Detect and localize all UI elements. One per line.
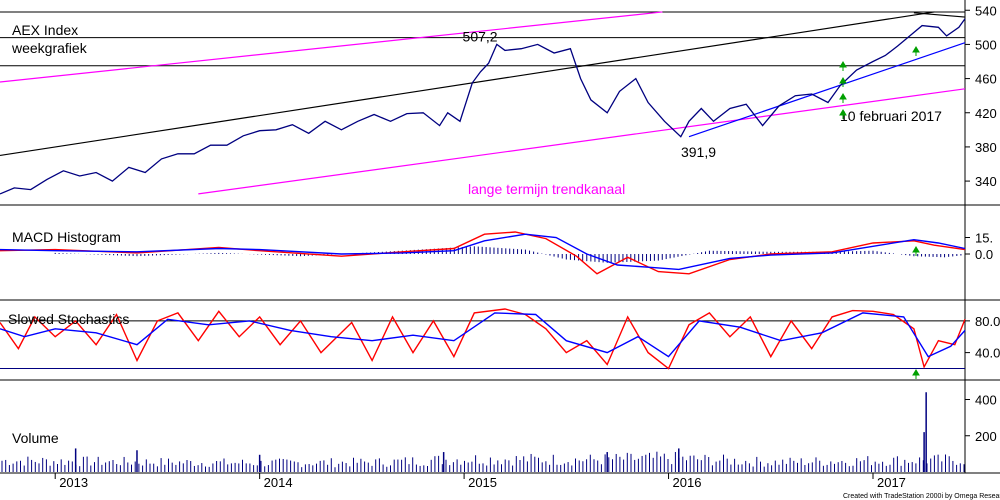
stochastics-tick-label: 80.0 [975,314,1000,329]
stochastics-tick-label: 40.0 [975,346,1000,361]
trendline-1 [198,88,966,195]
macd-title: MACD Histogram [12,229,121,245]
volume-panel: 200 400 [1,392,997,472]
volume-tick-label: 400 [975,393,997,408]
x-tick-label: 2014 [264,475,293,490]
stochastics-series-line-1 [0,312,966,358]
annotation-peak-label: 507,2 [463,28,498,44]
trendline-2 [0,11,935,157]
trendline-3 [688,42,966,138]
signal-arrow-icon [839,61,847,71]
signal-arrow-icon [912,246,920,256]
stochastics-panel: 40.0 80.0 [0,308,1000,379]
panel-borders [0,0,1000,474]
signal-arrow-icon [839,109,847,119]
annotation-date-label: 10 februari 2017 [840,108,942,124]
signal-arrow-icon [912,369,920,379]
price-series-line-0 [0,18,966,195]
price-tick-label: 500 [975,37,997,52]
signal-arrow-icon [839,93,847,103]
macd-panel: 0.015. [0,231,993,275]
price-tick-label: 540 [975,3,997,18]
macd-tick-label: 0.0 [975,247,993,262]
x-axis: 2013 2014 2015 2016 2017 [54,473,906,490]
signal-arrow-icon [839,77,847,87]
x-tick-label: 2016 [673,475,702,490]
trendline-0 [0,11,663,83]
chart-title: AEX Index [12,22,78,38]
chart-subtitle: weekgrafiek [11,40,88,56]
credit-text: Created with TradeStation 2000i by Omega… [843,492,1000,500]
volume-title: Volume [12,430,59,446]
annotation-low-label: 391,9 [681,144,716,160]
stochastics-title: Slowed Stochastics [8,311,129,327]
stochastics-series-line-0 [0,308,966,370]
price-tick-label: 460 [975,72,997,87]
volume-tick-label: 200 [975,429,997,444]
x-tick-label: 2015 [468,475,497,490]
price-tick-label: 420 [975,106,997,121]
annotation-trend-channel-label: lange termijn trendkanaal [468,181,625,197]
price-tick-label: 380 [975,140,997,155]
macd-series-line-1 [0,233,966,271]
trendline-4 [913,12,966,18]
signal-arrow-icon [912,46,920,56]
x-tick-label: 2017 [877,475,906,490]
macd-tick-label: 15. [975,231,993,246]
x-tick-label: 2013 [59,475,88,490]
price-tick-label: 340 [975,174,997,189]
price-panel: 340 380 420 460 500 540 507,2 391,9 10 februari … [0,3,997,197]
